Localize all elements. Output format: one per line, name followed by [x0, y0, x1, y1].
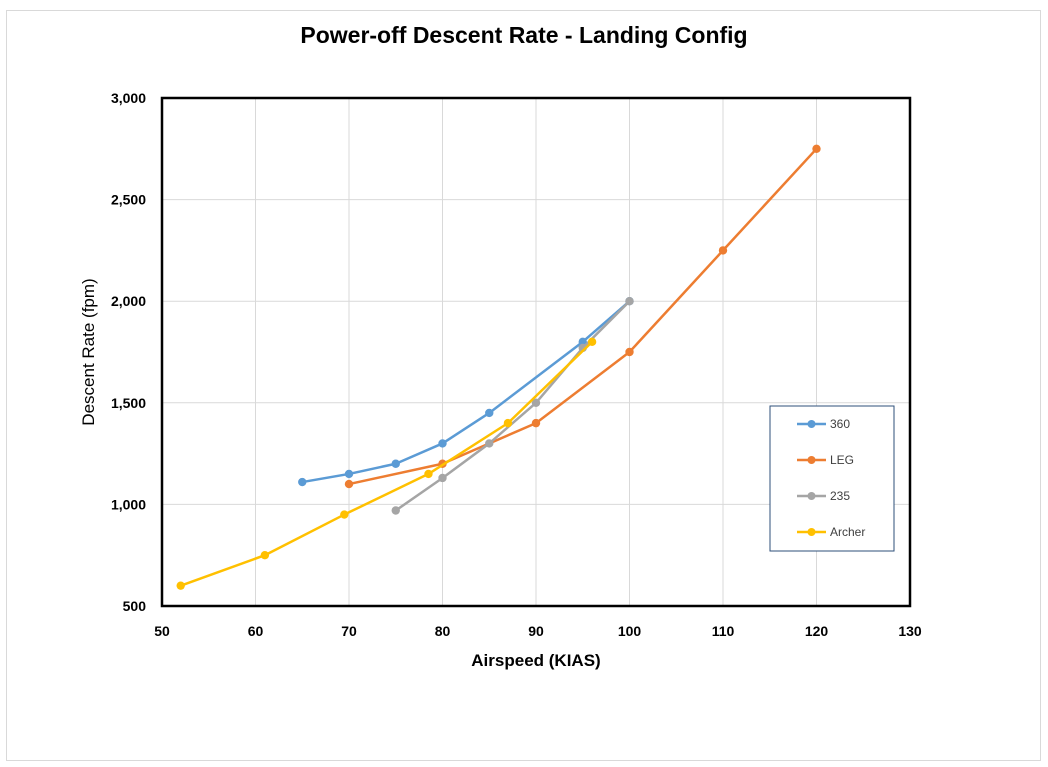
data-point-archer — [424, 469, 433, 479]
legend-entry-235: 235 — [797, 489, 850, 503]
data-point-archer — [587, 337, 597, 347]
x-tick-labels: 50 60 70 80 90 100 110 120 130 — [154, 623, 922, 639]
data-point-leg — [718, 246, 728, 255]
x-axis-label: Airspeed (KIAS) — [471, 651, 600, 670]
series-360 — [298, 297, 634, 487]
data-point-leg — [625, 347, 634, 357]
legend-swatch-marker — [807, 492, 816, 500]
x-tick-label: 70 — [341, 623, 357, 639]
x-tick-label: 60 — [248, 623, 264, 639]
legend-entry-archer: Archer — [797, 525, 865, 539]
data-point-235 — [531, 398, 541, 407]
legend-entry-leg: LEG — [797, 453, 854, 467]
data-point-235 — [485, 439, 494, 448]
data-point-235 — [625, 297, 634, 306]
x-tick-label: 120 — [805, 623, 829, 639]
data-point-360 — [344, 469, 354, 479]
legend-label: 235 — [830, 489, 850, 503]
y-tick-label: 2,500 — [111, 192, 146, 208]
legend-label: LEG — [830, 453, 854, 467]
data-point-archer — [340, 510, 349, 519]
legend: 360 LEG 235 Archer — [769, 405, 895, 552]
data-point-archer — [260, 551, 270, 560]
series-line-leg — [348, 147, 818, 486]
series-layer — [176, 144, 821, 590]
legend-swatch-marker — [807, 420, 816, 428]
x-tick-label: 50 — [154, 623, 170, 639]
y-axis-label: Descent Rate (fpm) — [79, 278, 98, 425]
x-tick-label: 130 — [898, 623, 922, 639]
data-point-360 — [298, 477, 307, 487]
legend-label: 360 — [830, 417, 850, 431]
y-tick-labels: 500 1,000 1,500 2,000 2,500 3,000 — [111, 90, 146, 614]
data-point-360 — [485, 408, 494, 418]
legend-box — [769, 405, 895, 552]
data-point-leg — [531, 418, 541, 428]
data-point-360 — [578, 337, 587, 347]
data-point-235 — [391, 506, 400, 515]
data-point-archer — [503, 418, 513, 428]
data-point-360 — [391, 459, 400, 468]
y-tick-label: 1,500 — [111, 395, 146, 411]
data-point-archer — [176, 581, 185, 590]
legend-swatch-marker — [807, 528, 816, 536]
x-tick-label: 100 — [618, 623, 642, 639]
data-point-360 — [438, 439, 447, 448]
chart-frame — [6, 10, 1041, 761]
series-archer — [176, 337, 597, 590]
y-tick-label: 3,000 — [111, 90, 146, 106]
chart-title: Power-off Descent Rate - Landing Config — [300, 22, 748, 48]
legend-label: Archer — [830, 525, 865, 539]
data-point-leg — [344, 479, 354, 489]
y-tick-label: 2,000 — [111, 293, 146, 309]
x-tick-label: 80 — [435, 623, 451, 639]
plot-area-border — [160, 96, 912, 608]
series-line-archer — [180, 340, 593, 587]
data-point-leg — [812, 144, 821, 153]
y-tick-label: 500 — [123, 598, 147, 614]
legend-swatch-marker — [807, 456, 816, 464]
legend-entry-360: 360 — [797, 417, 850, 431]
x-tick-label: 110 — [712, 623, 735, 639]
data-point-235 — [438, 473, 447, 483]
y-tick-label: 1,000 — [111, 496, 146, 512]
x-tick-label: 90 — [528, 623, 544, 639]
series-leg — [344, 144, 821, 489]
